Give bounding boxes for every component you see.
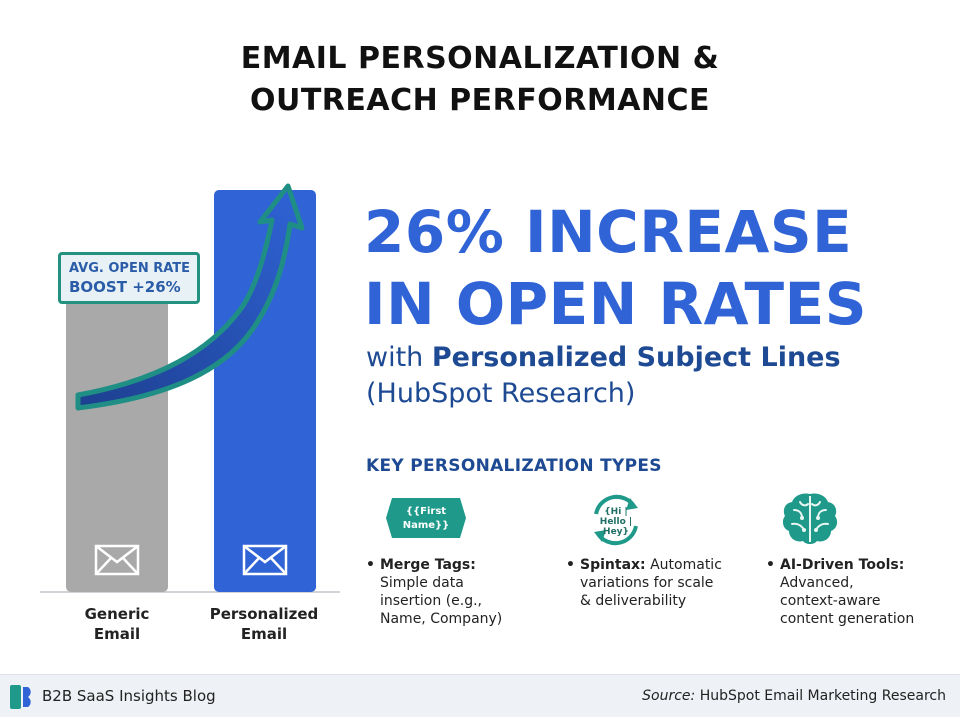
headline: 26% INCREASE IN OPEN RATES <box>364 196 944 340</box>
envelope-icon <box>94 544 140 576</box>
spintax-desc-first: Automatic <box>650 557 722 573</box>
ai-tools-desc-2: context-aware <box>780 593 881 609</box>
spintax-desc-2: & deliverability <box>580 593 687 609</box>
title-line-1: EMAIL PERSONALIZATION & <box>240 41 720 76</box>
merge-tags-name: Merge Tags: <box>380 557 476 573</box>
bar-personalized <box>214 190 316 592</box>
page-title: EMAIL PERSONALIZATION & OUTREACH PERFORM… <box>0 38 960 122</box>
type-merge-tags: {{First Name}} • Merge Tags: Simple data … <box>366 490 546 627</box>
key-types-list: {{First Name}} • Merge Tags: Simple data … <box>366 490 946 640</box>
ai-tools-name: AI-Driven Tools: <box>780 557 905 573</box>
growth-arrow <box>75 183 305 411</box>
headline-line-2: IN OPEN RATES <box>364 270 867 338</box>
spintax-desc-1: variations for scale <box>580 575 714 591</box>
merge-tag-icon: {{First Name}} <box>366 490 546 552</box>
ai-tools-desc-1: Advanced, <box>780 575 854 591</box>
source-label: Source: <box>642 688 696 704</box>
type-spintax: {Hi | Hello | Hey} • Spintax: Automatic v… <box>566 490 746 609</box>
spintax-icon-text-1: {Hi | <box>604 507 627 517</box>
merge-tags-desc-2: insertion (e.g., <box>380 593 483 609</box>
bar-chart <box>40 183 340 593</box>
ai-tools-description: • AI-Driven Tools: Advanced, context-awar… <box>766 557 915 627</box>
spintax-cycle-icon: {Hi | Hello | Hey} <box>566 490 746 552</box>
key-types-title: KEY PERSONALIZATION TYPES <box>366 456 662 476</box>
merge-tag-icon-text-2: Name}} <box>403 520 450 531</box>
subheadline-lead: with <box>366 342 432 373</box>
merge-tags-desc-1: Simple data <box>380 575 464 591</box>
merge-tag-icon-text-1: {{First <box>406 506 446 517</box>
footer: B2B SaaS Insights Blog Source: HubSpot E… <box>0 674 960 717</box>
source-note: Source: HubSpot Email Marketing Research <box>642 688 946 704</box>
source-text: HubSpot Email Marketing Research <box>699 688 946 704</box>
ai-tools-desc-3: content generation <box>780 611 915 627</box>
x-label-generic-line-1: Generic <box>84 605 150 623</box>
title-line-2: OUTREACH PERFORMANCE <box>249 83 711 118</box>
spintax-icon-text-3: Hey} <box>603 527 629 537</box>
bar-generic <box>66 272 168 592</box>
callout-line-2: BOOST +26% <box>69 278 181 296</box>
merge-tags-desc-3: Name, Company) <box>380 611 503 627</box>
open-rate-callout: AVG. OPEN RATE BOOST +26% <box>58 252 200 304</box>
callout-line-1: AVG. OPEN RATE <box>69 261 191 276</box>
type-ai-tools: • AI-Driven Tools: Advanced, context-awar… <box>766 490 946 627</box>
subheadline-source: (HubSpot Research) <box>366 378 636 409</box>
x-label-generic: Generic Email <box>57 604 177 644</box>
blog-brand: B2B SaaS Insights Blog <box>42 687 216 705</box>
spintax-name: Spintax: <box>580 557 646 573</box>
merge-tags-description: • Merge Tags: Simple data insertion (e.g.… <box>366 557 503 627</box>
subheadline-strong: Personalized Subject Lines <box>431 342 841 373</box>
ai-brain-icon <box>766 490 946 552</box>
envelope-icon <box>242 544 288 576</box>
blog-logo-icon <box>10 685 31 709</box>
x-label-personalized-line-1: Personalized <box>209 605 319 623</box>
x-label-personalized-line-2: Email <box>240 625 288 643</box>
spintax-icon-text-2: Hello | <box>600 517 632 527</box>
x-label-generic-line-2: Email <box>93 625 141 643</box>
subheadline: with Personalized Subject Lines (HubSpot… <box>366 340 946 412</box>
headline-line-1: 26% INCREASE <box>364 198 853 266</box>
x-label-personalized: Personalized Email <box>204 604 324 644</box>
spintax-description: • Spintax: Automatic variations for scale… <box>566 557 722 609</box>
